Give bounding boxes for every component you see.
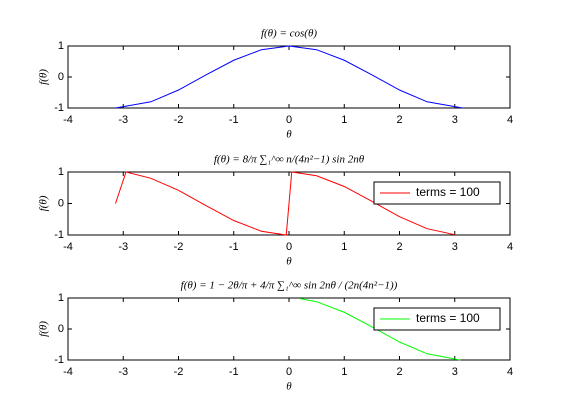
legend-label: terms = 100: [416, 311, 480, 325]
x-tick-label: 0: [286, 366, 292, 378]
y-tick-label: -1: [54, 229, 64, 241]
x-tick-label: 2: [396, 114, 402, 126]
x-tick-label: 1: [341, 241, 347, 253]
data-line: [115, 171, 455, 236]
x-tick-label: 4: [507, 114, 513, 126]
x-tick-label: -4: [63, 114, 73, 126]
x-tick-label: 3: [452, 114, 458, 126]
x-tick-label: 4: [507, 241, 513, 253]
x-tick-label: 1: [341, 366, 347, 378]
legend-box: [373, 181, 501, 205]
chart-title: f(θ) = cos(θ): [261, 28, 317, 40]
x-tick-label: 1: [341, 114, 347, 126]
data-line: [299, 298, 461, 361]
x-tick-label: 2: [396, 241, 402, 253]
y-tick-label: -1: [54, 102, 64, 114]
x-tick-label: -2: [174, 114, 184, 126]
x-tick-label: -3: [118, 114, 128, 126]
chart-title: f(θ) = 8/π ∑₁^∞ n/(4n²−1) sin 2nθ: [214, 154, 365, 166]
x-tick-label: -3: [118, 366, 128, 378]
y-tick-label: 0: [58, 197, 64, 209]
x-tick-label: 3: [452, 241, 458, 253]
y-axis-label: f(θ): [38, 321, 50, 337]
x-tick-label: 4: [507, 366, 513, 378]
y-axis-label: f(θ): [38, 195, 50, 211]
x-axis-label: θ: [286, 256, 292, 268]
x-tick-label: 0: [286, 241, 292, 253]
x-tick-label: -3: [118, 241, 128, 253]
x-axis-label: θ: [286, 381, 292, 393]
x-tick-label: -2: [174, 241, 184, 253]
x-tick-label: 2: [396, 366, 402, 378]
x-tick-label: 3: [452, 366, 458, 378]
x-tick-label: -1: [229, 366, 239, 378]
x-tick-label: -4: [63, 366, 73, 378]
y-tick-label: 1: [58, 292, 64, 304]
x-tick-label: -1: [229, 114, 239, 126]
legend-label: terms = 100: [416, 185, 480, 199]
x-tick-label: 0: [286, 114, 292, 126]
x-tick-label: -2: [174, 366, 184, 378]
y-tick-label: 0: [58, 71, 64, 83]
y-tick-label: -1: [54, 354, 64, 366]
y-axis-label: f(θ): [38, 69, 50, 85]
legend-box: [373, 307, 501, 331]
y-tick-label: 0: [58, 323, 64, 335]
y-tick-label: 1: [58, 166, 64, 178]
axes-box: [67, 45, 511, 109]
x-tick-label: -1: [229, 241, 239, 253]
x-axis-label: θ: [286, 129, 292, 141]
x-tick-label: -4: [63, 241, 73, 253]
chart-title: f(θ) = 1 − 2θ/π + 4/π ∑₁^∞ sin 2nθ / (2n…: [181, 280, 398, 292]
y-tick-label: 1: [58, 40, 64, 52]
data-line: [115, 45, 463, 109]
